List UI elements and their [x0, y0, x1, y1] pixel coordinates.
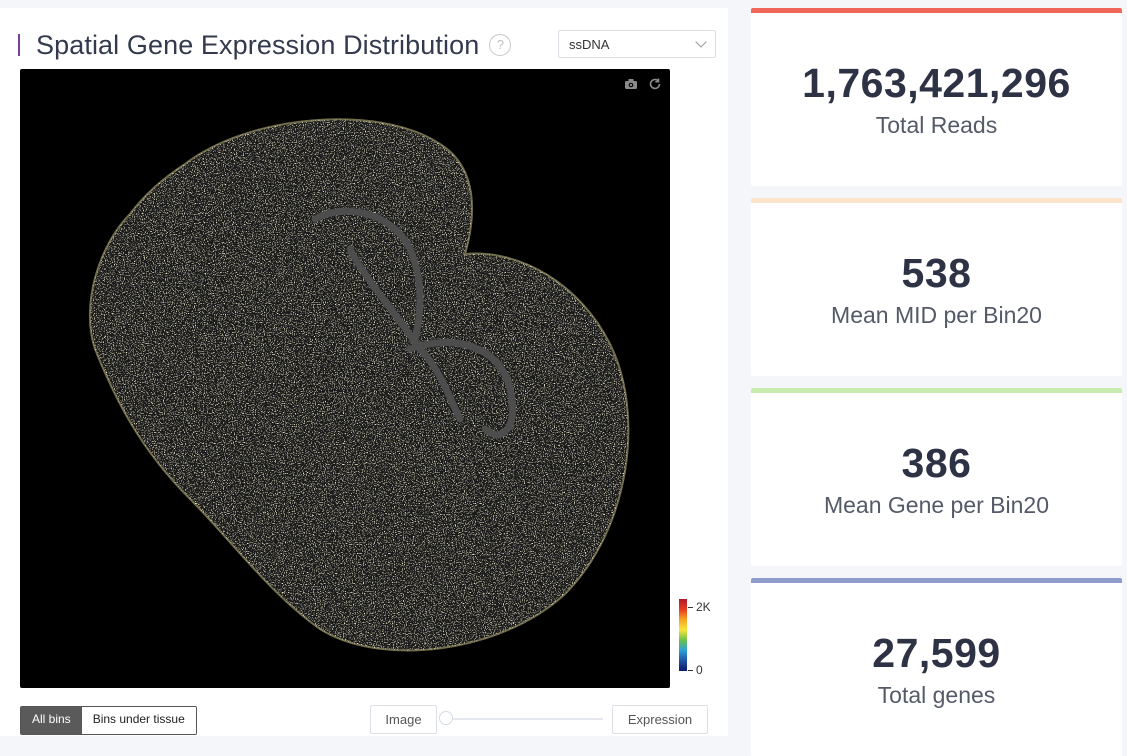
reset-icon[interactable] — [648, 77, 662, 91]
stat-card-mean-gene: 386 Mean Gene per Bin20 — [751, 388, 1122, 566]
question-circle-icon[interactable]: ? — [489, 34, 512, 56]
stat-value: 538 — [901, 250, 972, 296]
stat-card-mean-mid: 538 Mean MID per Bin20 — [751, 198, 1122, 376]
stat-accent-bar — [751, 388, 1122, 393]
page-title: Spatial Gene Expression Distribution — [36, 29, 480, 60]
stat-label: Mean Gene per Bin20 — [823, 492, 1050, 518]
tissue-image — [88, 118, 630, 652]
stat-value: 27,599 — [872, 630, 1001, 676]
bin-filter-toggle: All bins Bins under tissue — [20, 706, 197, 735]
title-accent — [18, 34, 20, 56]
bins-under-tissue-button[interactable]: Bins under tissue — [81, 707, 196, 734]
stat-accent-bar — [751, 198, 1122, 203]
stat-accent-bar — [751, 578, 1122, 583]
colorbar-min-label: 0 — [696, 663, 703, 677]
tissue-texture — [89, 119, 629, 651]
blend-slider-handle[interactable] — [439, 711, 453, 725]
camera-icon[interactable] — [624, 77, 638, 91]
stat-accent-bar — [751, 8, 1122, 13]
image-button[interactable]: Image — [370, 705, 437, 734]
colorbar-tick-max — [688, 607, 693, 608]
stat-card-total-reads: 1,763,421,296 Total Reads — [751, 8, 1122, 186]
stat-value: 1,763,421,296 — [802, 60, 1071, 106]
stat-label: Total Reads — [875, 112, 998, 138]
chevron-down-icon — [695, 36, 707, 48]
panel-header: Spatial Gene Expression Distribution ? — [18, 28, 512, 62]
select-value: ssDNA — [569, 36, 610, 52]
image-type-select[interactable]: ssDNA — [558, 30, 716, 58]
all-bins-button[interactable]: All bins — [21, 707, 82, 734]
blend-slider-track[interactable] — [447, 718, 603, 720]
hippocampus-structure — [311, 207, 517, 439]
plot-toolbar — [624, 77, 662, 91]
expression-button[interactable]: Expression — [612, 705, 708, 734]
colorbar-tick-min — [688, 670, 693, 671]
stat-card-total-genes: 27,599 Total genes — [751, 578, 1122, 756]
spatial-plot[interactable] — [20, 69, 670, 688]
stat-label: Mean MID per Bin20 — [831, 302, 1042, 328]
stat-label: Total genes — [877, 682, 996, 708]
colorbar — [679, 599, 687, 671]
stat-value: 386 — [901, 440, 972, 486]
colorbar-max-label: 2K — [696, 600, 711, 614]
